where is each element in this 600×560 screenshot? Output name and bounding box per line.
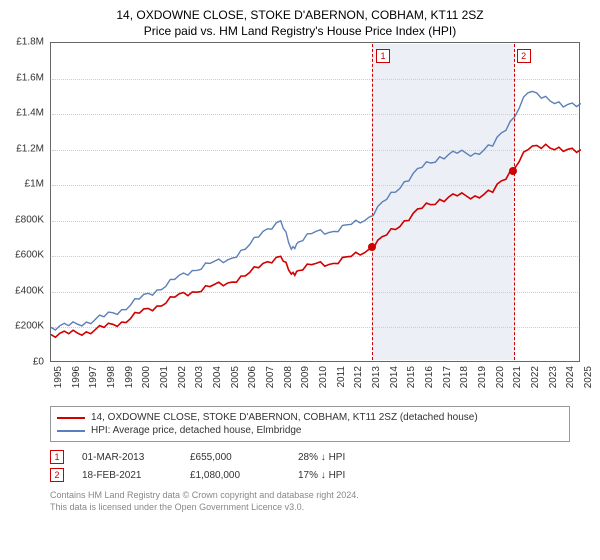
transaction-row: 2 18-FEB-2021 £1,080,000 17% ↓ HPI	[50, 466, 570, 484]
y-tick-label: £600K	[15, 250, 44, 261]
y-tick-label: £1.6M	[16, 72, 44, 83]
x-tick-label: 2023	[548, 366, 559, 388]
x-tick-label: 1997	[88, 366, 99, 388]
x-tick-label: 2011	[336, 366, 347, 388]
x-tick-label: 2017	[442, 366, 453, 388]
footer-line-1: Contains HM Land Registry data © Crown c…	[50, 490, 570, 502]
series-price_paid	[51, 144, 581, 337]
legend-item: HPI: Average price, detached house, Elmb…	[57, 424, 563, 437]
x-tick-label: 2019	[477, 366, 488, 388]
chart-subtitle: Price paid vs. HM Land Registry's House …	[0, 22, 600, 42]
x-tick-label: 2014	[389, 366, 400, 388]
legend-swatch	[57, 417, 85, 419]
legend-label: 14, OXDOWNE CLOSE, STOKE D'ABERNON, COBH…	[91, 412, 478, 423]
transaction-delta: 17% ↓ HPI	[298, 470, 388, 481]
x-tick-label: 2016	[424, 366, 435, 388]
x-tick-label: 2020	[495, 366, 506, 388]
legend-label: HPI: Average price, detached house, Elmb…	[91, 425, 302, 436]
x-tick-label: 2013	[371, 366, 382, 388]
event-marker-2: 2	[517, 49, 531, 63]
y-tick-label: £1.4M	[16, 108, 44, 119]
chart-container: 14, OXDOWNE CLOSE, STOKE D'ABERNON, COBH…	[0, 0, 600, 560]
y-tick-label: £800K	[15, 214, 44, 225]
x-tick-label: 2003	[194, 366, 205, 388]
x-tick-label: 2002	[177, 366, 188, 388]
x-tick-label: 2012	[353, 366, 364, 388]
x-tick-label: 1998	[106, 366, 117, 388]
transaction-marker: 1	[50, 450, 64, 464]
x-tick-label: 2025	[583, 366, 594, 388]
y-tick-label: £200K	[15, 321, 44, 332]
event-dot-1	[368, 243, 376, 251]
legend: 14, OXDOWNE CLOSE, STOKE D'ABERNON, COBH…	[50, 406, 570, 442]
x-tick-label: 1999	[124, 366, 135, 388]
transaction-price: £655,000	[190, 452, 280, 463]
x-tick-label: 2007	[265, 366, 276, 388]
footer-attribution: Contains HM Land Registry data © Crown c…	[50, 490, 570, 513]
chart-area: 12 £0£200K£400K£600K£800K£1M£1.2M£1.4M£1…	[50, 42, 580, 402]
legend-swatch	[57, 430, 85, 432]
x-tick-label: 1996	[71, 366, 82, 388]
x-tick-label: 2018	[459, 366, 470, 388]
transaction-date: 18-FEB-2021	[82, 470, 172, 481]
transaction-row: 1 01-MAR-2013 £655,000 28% ↓ HPI	[50, 448, 570, 466]
transaction-price: £1,080,000	[190, 470, 280, 481]
event-marker-1: 1	[376, 49, 390, 63]
series-hpi	[51, 91, 581, 330]
x-tick-label: 2000	[141, 366, 152, 388]
legend-item: 14, OXDOWNE CLOSE, STOKE D'ABERNON, COBH…	[57, 411, 563, 424]
transaction-delta: 28% ↓ HPI	[298, 452, 388, 463]
x-tick-label: 2001	[159, 366, 170, 388]
line-layer	[51, 43, 581, 363]
x-tick-label: 2009	[300, 366, 311, 388]
transaction-table: 1 01-MAR-2013 £655,000 28% ↓ HPI 2 18-FEB-202…	[50, 448, 570, 484]
footer-line-2: This data is licensed under the Open Gov…	[50, 502, 570, 514]
event-dot-2	[509, 167, 517, 175]
x-tick-label: 2021	[512, 366, 523, 388]
x-tick-label: 2006	[247, 366, 258, 388]
y-tick-label: £1M	[25, 179, 44, 190]
chart-title: 14, OXDOWNE CLOSE, STOKE D'ABERNON, COBH…	[0, 0, 600, 22]
transaction-marker: 2	[50, 468, 64, 482]
y-tick-label: £1.8M	[16, 37, 44, 48]
transaction-date: 01-MAR-2013	[82, 452, 172, 463]
plot-area: 12	[50, 42, 580, 362]
x-tick-label: 2005	[230, 366, 241, 388]
y-tick-label: £0	[33, 357, 44, 368]
x-tick-label: 1995	[53, 366, 64, 388]
x-tick-label: 2015	[406, 366, 417, 388]
y-tick-label: £400K	[15, 285, 44, 296]
y-tick-label: £1.2M	[16, 143, 44, 154]
x-tick-label: 2022	[530, 366, 541, 388]
x-tick-label: 2010	[318, 366, 329, 388]
x-tick-label: 2008	[283, 366, 294, 388]
x-tick-label: 2024	[565, 366, 576, 388]
x-tick-label: 2004	[212, 366, 223, 388]
